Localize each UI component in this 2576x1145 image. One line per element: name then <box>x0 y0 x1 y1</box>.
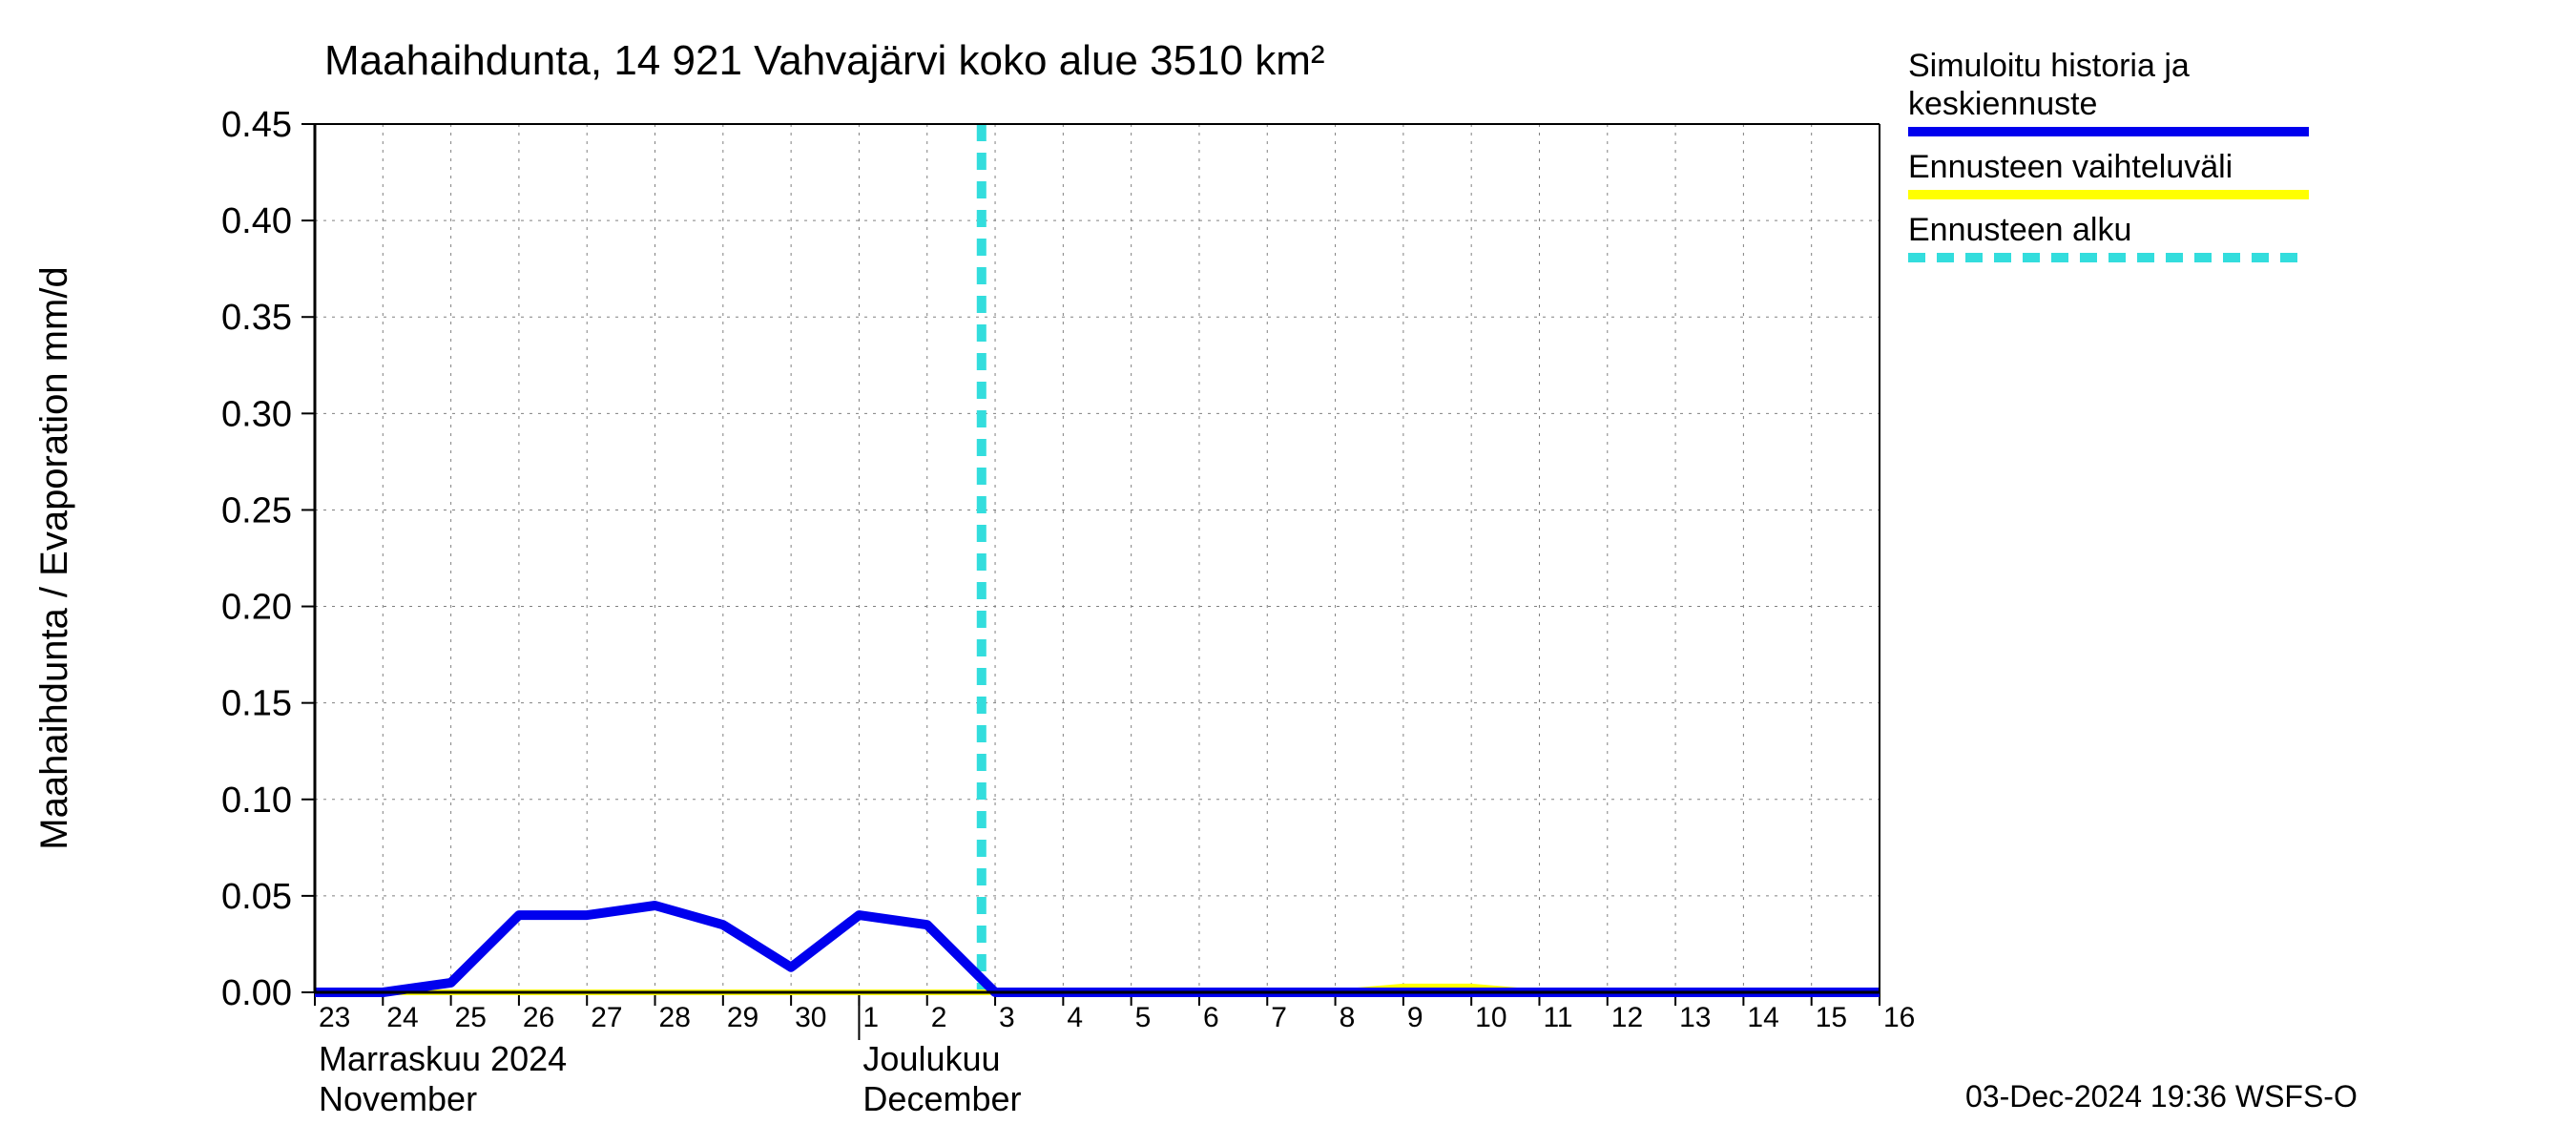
xtick-label: 5 <box>1135 1002 1152 1033</box>
legend-label: Ennusteen vaihteluväli <box>1908 149 2233 185</box>
xtick-label: 10 <box>1475 1002 1506 1033</box>
xtick-label: 9 <box>1407 1002 1423 1033</box>
legend-label: Simuloitu historia ja <box>1908 48 2190 84</box>
xtick-label: 7 <box>1271 1002 1287 1033</box>
ytick-label: 0.15 <box>221 684 292 724</box>
xtick-label: 4 <box>1067 1002 1083 1033</box>
chart-svg: 0.00 0.05 0.10 0.15 0.20 0.25 0.30 0.35 0.40 0.45… <box>0 0 2576 1145</box>
xtick-label: 30 <box>795 1002 826 1033</box>
xtick-label: 25 <box>455 1002 487 1033</box>
xtick-label: 8 <box>1340 1002 1356 1033</box>
month-label-en: December <box>862 1079 1021 1118</box>
ytick-label: 0.30 <box>221 394 292 434</box>
xtick-label: 3 <box>999 1002 1015 1033</box>
xtick-label: 29 <box>727 1002 758 1033</box>
ytick-label: 0.45 <box>221 105 292 145</box>
month-label-en: November <box>319 1079 477 1118</box>
xtick-label: 12 <box>1611 1002 1643 1033</box>
legend-label: keskiennuste <box>1908 86 2097 122</box>
xtick-label: 11 <box>1543 1002 1572 1033</box>
ytick-label: 0.40 <box>221 201 292 241</box>
chart-container: 0.00 0.05 0.10 0.15 0.20 0.25 0.30 0.35 0.40 0.45… <box>0 0 2576 1145</box>
xtick-label: 2 <box>931 1002 947 1033</box>
xtick-label: 26 <box>523 1002 554 1033</box>
ytick-label: 0.25 <box>221 490 292 531</box>
xtick-label: 27 <box>591 1002 622 1033</box>
chart-title: Maahaihdunta, 14 921 Vahvajärvi koko alu… <box>324 37 1325 84</box>
xtick-label: 14 <box>1747 1002 1778 1033</box>
ytick-label: 0.20 <box>221 588 292 628</box>
xtick-label: 15 <box>1816 1002 1847 1033</box>
y-axis-label: Maahaihdunta / Evaporation mm/d <box>33 266 75 849</box>
ytick-label: 0.00 <box>221 973 292 1013</box>
ytick-label: 0.05 <box>221 877 292 917</box>
legend-label: Ennusteen alku <box>1908 212 2131 248</box>
xtick-label: 13 <box>1679 1002 1711 1033</box>
xtick-label: 6 <box>1203 1002 1219 1033</box>
ytick-label: 0.10 <box>221 781 292 821</box>
xtick-label: 28 <box>659 1002 691 1033</box>
xtick-label: 23 <box>319 1002 350 1033</box>
footer-timestamp: 03-Dec-2024 19:36 WSFS-O <box>1965 1079 2358 1114</box>
xtick-label: 1 <box>862 1002 879 1033</box>
ytick-label: 0.35 <box>221 298 292 338</box>
xtick-label: 16 <box>1883 1002 1915 1033</box>
month-label: Marraskuu 2024 <box>319 1039 567 1078</box>
xtick-label: 24 <box>386 1002 418 1033</box>
month-label: Joulukuu <box>862 1039 1000 1078</box>
